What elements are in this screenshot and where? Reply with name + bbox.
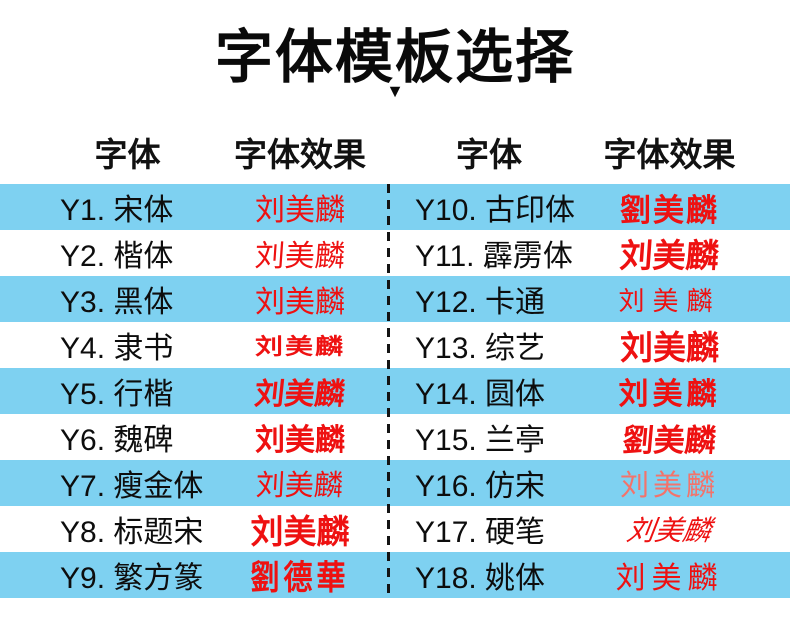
font-preview-y12: 刘美麟 [589, 276, 790, 322]
header-font-right-label: 字体 [456, 138, 522, 174]
font-effect-y13: 刘美麟 [620, 329, 719, 366]
font-effect-y18: 刘美麟 [615, 562, 724, 595]
font-option-y8[interactable]: Y8. 标题宋 [0, 506, 225, 552]
font-table: Y1. 宋体 刘美麟 Y10. 古印体 劉美麟 Y2. 楷体 刘美麟 Y11. … [0, 184, 790, 598]
font-option-y5[interactable]: Y5. 行楷 [0, 368, 225, 414]
font-preview-y13: 刘美麟 [589, 322, 790, 368]
font-label-y12: Y12. 卡通 [415, 286, 546, 319]
table-row: Y1. 宋体 刘美麟 Y10. 古印体 劉美麟 [0, 184, 790, 230]
font-effect-y4: 刘美麟 [254, 334, 345, 360]
font-label-y11: Y11. 霹雳体 [415, 240, 573, 273]
table-row: Y4. 隶书 刘美麟 Y13. 综艺 刘美麟 [0, 322, 790, 368]
header-effect-left-label: 字体效果 [234, 138, 366, 174]
font-preview-y15: 劉美麟 [589, 414, 790, 460]
font-label-y4: Y4. 隶书 [60, 332, 174, 365]
font-effect-y16: 刘美麟 [619, 470, 719, 502]
font-effect-y2: 刘美麟 [253, 240, 346, 273]
font-label-y13: Y13. 综艺 [415, 332, 546, 365]
font-option-y17[interactable]: Y17. 硬笔 [389, 506, 589, 552]
font-effect-y11: 刘美麟 [618, 237, 721, 274]
caret-down-icon: ▼ [386, 81, 404, 101]
font-effect-y14: 刘美麟 [618, 378, 721, 411]
table-row: Y6. 魏碑 刘美麟 Y15. 兰亭 劉美麟 [0, 414, 790, 460]
font-label-y2: Y2. 楷体 [60, 240, 174, 273]
header-effect-right: 字体效果 [589, 126, 790, 178]
font-option-y18[interactable]: Y18. 姚体 [389, 552, 589, 598]
header-font-left: 字体 [0, 126, 225, 178]
font-label-y5: Y5. 行楷 [60, 378, 174, 411]
page-title: 字体模板选择 [214, 25, 575, 90]
font-preview-y16: 刘美麟 [589, 460, 790, 506]
font-option-y4[interactable]: Y4. 隶书 [0, 322, 225, 368]
font-label-y6: Y6. 魏碑 [60, 424, 174, 457]
font-option-y7[interactable]: Y7. 瘦金体 [0, 460, 225, 506]
font-option-y15[interactable]: Y15. 兰亭 [389, 414, 589, 460]
header-font-left-label: 字体 [94, 138, 161, 174]
font-option-y11[interactable]: Y11. 霹雳体 [389, 230, 589, 276]
font-option-y9[interactable]: Y9. 繁方篆 [0, 552, 225, 598]
font-label-y1: Y1. 宋体 [60, 194, 174, 227]
font-effect-y1: 刘美麟 [255, 194, 345, 227]
font-preview-y5: 刘美麟 [225, 368, 389, 414]
font-option-y13[interactable]: Y13. 综艺 [389, 322, 589, 368]
font-preview-y2: 刘美麟 [225, 230, 389, 276]
font-option-y10[interactable]: Y10. 古印体 [389, 184, 589, 230]
font-effect-y10: 劉美麟 [620, 192, 719, 228]
font-preview-y7: 刘美麟 [225, 460, 389, 506]
font-option-y2[interactable]: Y2. 楷体 [0, 230, 225, 276]
font-effect-y5: 刘美麟 [252, 378, 347, 411]
font-effect-y8: 刘美麟 [250, 515, 350, 551]
font-preview-y6: 刘美麟 [225, 414, 389, 460]
font-effect-y15: 劉美麟 [621, 422, 718, 458]
font-label-y10: Y10. 古印体 [415, 194, 576, 227]
font-preview-y1: 刘美麟 [225, 184, 389, 230]
table-header: 字体 字体效果 字体 字体效果 [0, 126, 790, 178]
table-row: Y5. 行楷 刘美麟 Y14. 圆体 刘美麟 [0, 368, 790, 414]
table-row: Y7. 瘦金体 刘美麟 Y16. 仿宋 刘美麟 [0, 460, 790, 506]
font-preview-y10: 劉美麟 [589, 184, 790, 230]
font-label-y16: Y16. 仿宋 [415, 470, 546, 503]
header-effect-right-label: 字体效果 [603, 138, 736, 174]
font-label-y7: Y7. 瘦金体 [60, 470, 204, 503]
table-row: Y2. 楷体 刘美麟 Y11. 霹雳体 刘美麟 [0, 230, 790, 276]
font-label-y17: Y17. 硬笔 [415, 516, 546, 549]
table-row: Y8. 标题宋 刘美麟 Y17. 硬笔 刘美麟 [0, 506, 790, 552]
font-effect-y7: 刘美麟 [255, 470, 345, 502]
font-option-y14[interactable]: Y14. 圆体 [389, 368, 589, 414]
font-effect-y9: 劉德華 [250, 560, 350, 597]
font-preview-y3: 刘美麟 [225, 276, 389, 322]
font-preview-y18: 刘美麟 [589, 552, 790, 598]
font-label-y14: Y14. 圆体 [415, 378, 546, 411]
font-preview-y11: 刘美麟 [589, 230, 790, 276]
font-label-y15: Y15. 兰亭 [415, 424, 546, 457]
font-effect-y3: 刘美麟 [255, 286, 345, 319]
font-effect-y12: 刘美麟 [618, 285, 721, 316]
header-font-right: 字体 [389, 126, 589, 178]
font-label-y3: Y3. 黑体 [60, 286, 174, 319]
font-effect-y6: 刘美麟 [255, 424, 345, 457]
font-option-y16[interactable]: Y16. 仿宋 [389, 460, 589, 506]
table-row: Y9. 繁方篆 劉德華 Y18. 姚体 刘美麟 [0, 552, 790, 598]
font-option-y6[interactable]: Y6. 魏碑 [0, 414, 225, 460]
font-label-y9: Y9. 繁方篆 [60, 562, 204, 595]
font-preview-y4: 刘美麟 [225, 322, 389, 368]
font-option-y12[interactable]: Y12. 卡通 [389, 276, 589, 322]
font-label-y8: Y8. 标题宋 [60, 516, 204, 549]
font-preview-y9: 劉德華 [225, 552, 389, 598]
font-effect-y17: 刘美麟 [624, 516, 714, 547]
dashed-column-divider [387, 184, 390, 598]
font-option-y1[interactable]: Y1. 宋体 [0, 184, 225, 230]
header-effect-left: 字体效果 [225, 126, 389, 178]
font-preview-y17: 刘美麟 [589, 506, 790, 552]
font-option-y3[interactable]: Y3. 黑体 [0, 276, 225, 322]
table-row: Y3. 黑体 刘美麟 Y12. 卡通 刘美麟 [0, 276, 790, 322]
font-preview-y14: 刘美麟 [589, 368, 790, 414]
font-preview-y8: 刘美麟 [225, 506, 389, 552]
font-label-y18: Y18. 姚体 [415, 562, 546, 595]
